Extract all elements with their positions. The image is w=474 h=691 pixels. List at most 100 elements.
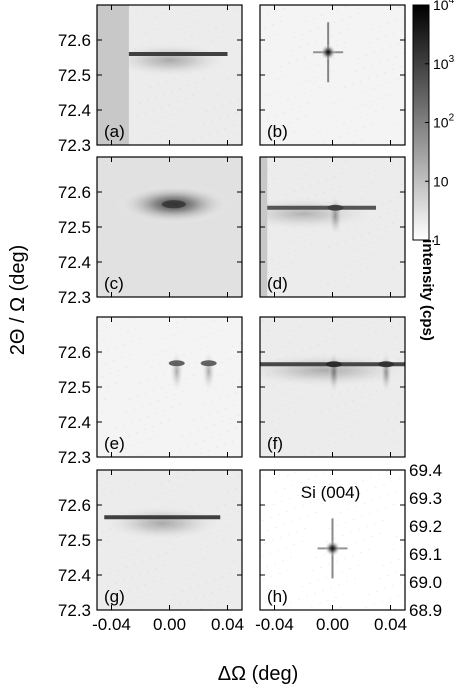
noise-speck (319, 603, 321, 604)
noise-speck (287, 415, 289, 416)
noise-speck (281, 279, 283, 280)
noise-speck (100, 353, 102, 354)
noise-speck (311, 90, 313, 91)
noise-speck (388, 494, 390, 495)
noise-speck (200, 453, 202, 454)
noise-speck (364, 503, 366, 504)
noise-speck (227, 115, 229, 116)
noise-speck (365, 607, 367, 608)
noise-speck (399, 7, 401, 8)
noise-speck (182, 391, 184, 392)
noise-speck (286, 194, 288, 195)
noise-speck (389, 443, 391, 444)
noise-speck (343, 594, 345, 595)
noise-speck (309, 428, 311, 429)
noise-speck (353, 519, 355, 520)
noise-speck (342, 535, 344, 536)
noise-speck (357, 565, 359, 566)
noise-speck (325, 422, 327, 423)
noise-speck (360, 397, 362, 398)
noise-speck (319, 286, 321, 287)
noise-speck (360, 552, 362, 553)
noise-speck (153, 545, 155, 546)
noise-speck (133, 600, 135, 601)
noise-speck (101, 250, 103, 251)
noise-speck (297, 340, 299, 341)
noise-speck (194, 494, 196, 495)
noise-speck (346, 264, 348, 265)
noise-speck (150, 403, 152, 404)
noise-speck (148, 380, 150, 381)
noise-speck (288, 63, 290, 64)
noise-speck (125, 286, 127, 287)
noise-speck (315, 195, 317, 196)
x-axis-title: ΔΩ (deg) (218, 663, 299, 685)
noise-speck (319, 132, 321, 133)
noise-speck (352, 238, 354, 239)
peak-blob (325, 361, 342, 368)
noise-speck (315, 41, 317, 42)
noise-speck (352, 555, 354, 556)
noise-speck (154, 287, 156, 288)
noise-speck (351, 496, 353, 497)
noise-speck (149, 123, 151, 124)
noise-speck (164, 13, 166, 14)
noise-speck (320, 567, 322, 568)
noise-speck (345, 322, 347, 323)
noise-speck (162, 130, 164, 131)
noise-speck (399, 323, 401, 324)
noise-speck (119, 172, 121, 173)
noise-speck (140, 383, 142, 384)
noise-speck (402, 134, 404, 135)
noise-speck (198, 223, 200, 224)
noise-speck (129, 554, 131, 555)
noise-speck (187, 85, 189, 86)
noise-speck (168, 258, 170, 259)
noise-speck (401, 30, 403, 31)
noise-speck (319, 87, 321, 88)
noise-speck (292, 263, 294, 264)
noise-speck (359, 493, 361, 494)
noise-speck (302, 34, 304, 35)
noise-speck (173, 114, 175, 115)
noise-speck (197, 326, 199, 327)
noise-speck (198, 430, 200, 431)
noise-speck (325, 61, 327, 62)
noise-speck (403, 414, 405, 415)
noise-speck (348, 287, 350, 288)
noise-speck (357, 248, 359, 249)
noise-speck (200, 137, 202, 138)
noise-speck (191, 352, 193, 353)
noise-speck (381, 601, 383, 602)
noise-speck (375, 111, 377, 112)
noise-speck (276, 491, 278, 492)
noise-speck (379, 533, 381, 534)
noise-speck (347, 545, 349, 546)
y-tick-label: 72.3 (58, 448, 91, 467)
noise-speck (147, 416, 149, 417)
noise-speck (391, 164, 393, 165)
noise-speck (108, 350, 110, 351)
noise-speck (338, 429, 340, 430)
noise-speck (369, 196, 371, 197)
noise-speck (326, 179, 328, 180)
blob-tail (380, 350, 393, 395)
noise-speck (367, 490, 369, 491)
noise-speck (139, 257, 141, 258)
noise-speck (215, 543, 217, 544)
noise-speck (117, 451, 119, 452)
noise-speck (176, 322, 178, 323)
noise-speck (272, 540, 274, 541)
noise-speck (237, 289, 239, 290)
noise-speck (262, 475, 264, 476)
noise-speck (221, 295, 223, 296)
noise-speck (365, 407, 367, 408)
noise-speck (200, 608, 202, 609)
noise-speck (187, 601, 189, 602)
noise-speck (279, 573, 281, 574)
noise-speck (322, 74, 324, 75)
panels-group: 72.3 72.4 72.5 72.6 (a) (b) 72.3 72.4 72.5 72.6 (c… (58, 4, 442, 634)
noise-speck (107, 586, 109, 587)
noise-speck (227, 269, 229, 270)
noise-speck (235, 428, 237, 429)
